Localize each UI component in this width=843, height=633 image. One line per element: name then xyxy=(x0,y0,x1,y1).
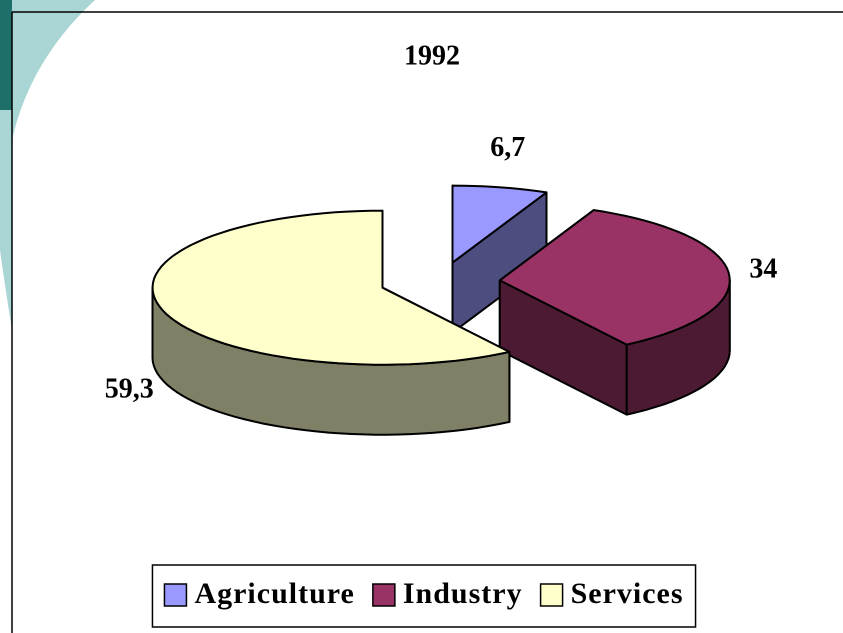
chart-title: 1992 xyxy=(404,40,460,71)
legend-swatch xyxy=(539,583,564,607)
data-label: 59,3 xyxy=(105,373,154,404)
legend-swatch xyxy=(163,583,188,607)
decoration xyxy=(0,0,95,330)
legend: Agriculture Industry Services xyxy=(151,564,697,628)
legend-label: Agriculture xyxy=(194,577,354,610)
legend-swatch xyxy=(372,583,396,607)
data-label: 34 xyxy=(749,253,777,284)
slice-top xyxy=(451,184,548,264)
slice-top xyxy=(498,209,731,346)
legend-box xyxy=(151,564,697,628)
data-label: 6,7 xyxy=(490,132,525,163)
pie: 6,7 34 59,3 xyxy=(105,132,777,436)
legend-label: Services xyxy=(571,577,684,610)
legend-label: Industry xyxy=(403,577,523,610)
slice-top xyxy=(151,209,511,366)
decoration-dark xyxy=(0,0,12,110)
